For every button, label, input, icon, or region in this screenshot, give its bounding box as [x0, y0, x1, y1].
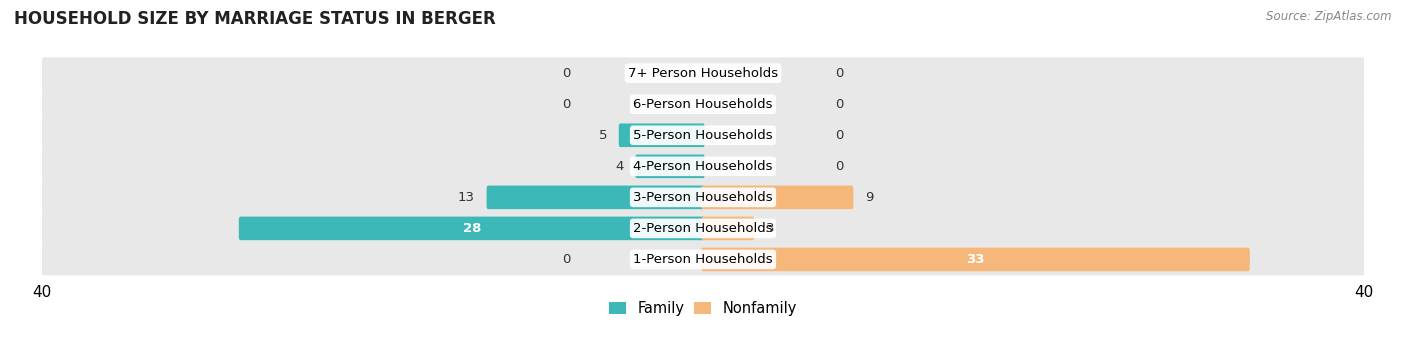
FancyBboxPatch shape	[619, 123, 704, 147]
FancyBboxPatch shape	[636, 154, 704, 178]
Text: 5: 5	[599, 129, 607, 142]
FancyBboxPatch shape	[41, 119, 1365, 151]
Legend: Family, Nonfamily: Family, Nonfamily	[603, 295, 803, 322]
Text: 7+ Person Households: 7+ Person Households	[628, 67, 778, 80]
FancyBboxPatch shape	[702, 217, 754, 240]
Text: 28: 28	[463, 222, 481, 235]
Text: 0: 0	[562, 98, 571, 111]
FancyBboxPatch shape	[702, 186, 853, 209]
Text: 1-Person Households: 1-Person Households	[633, 253, 773, 266]
FancyBboxPatch shape	[41, 150, 1365, 182]
FancyBboxPatch shape	[239, 217, 704, 240]
FancyBboxPatch shape	[41, 181, 1365, 213]
Text: 0: 0	[835, 67, 844, 80]
FancyBboxPatch shape	[41, 88, 1365, 120]
Text: 3: 3	[766, 222, 775, 235]
Text: 4: 4	[616, 160, 624, 173]
Text: 9: 9	[865, 191, 873, 204]
FancyBboxPatch shape	[702, 248, 1250, 271]
FancyBboxPatch shape	[41, 243, 1365, 275]
Text: Source: ZipAtlas.com: Source: ZipAtlas.com	[1267, 10, 1392, 23]
FancyBboxPatch shape	[486, 186, 704, 209]
Text: 0: 0	[562, 67, 571, 80]
Text: 0: 0	[835, 98, 844, 111]
Text: HOUSEHOLD SIZE BY MARRIAGE STATUS IN BERGER: HOUSEHOLD SIZE BY MARRIAGE STATUS IN BER…	[14, 10, 496, 28]
Text: 5-Person Households: 5-Person Households	[633, 129, 773, 142]
FancyBboxPatch shape	[41, 57, 1365, 89]
Text: 33: 33	[966, 253, 984, 266]
Text: 3-Person Households: 3-Person Households	[633, 191, 773, 204]
Text: 13: 13	[458, 191, 475, 204]
Text: 6-Person Households: 6-Person Households	[633, 98, 773, 111]
FancyBboxPatch shape	[41, 212, 1365, 244]
Text: 4-Person Households: 4-Person Households	[633, 160, 773, 173]
Text: 0: 0	[562, 253, 571, 266]
Text: 0: 0	[835, 129, 844, 142]
Text: 0: 0	[835, 160, 844, 173]
Text: 2-Person Households: 2-Person Households	[633, 222, 773, 235]
